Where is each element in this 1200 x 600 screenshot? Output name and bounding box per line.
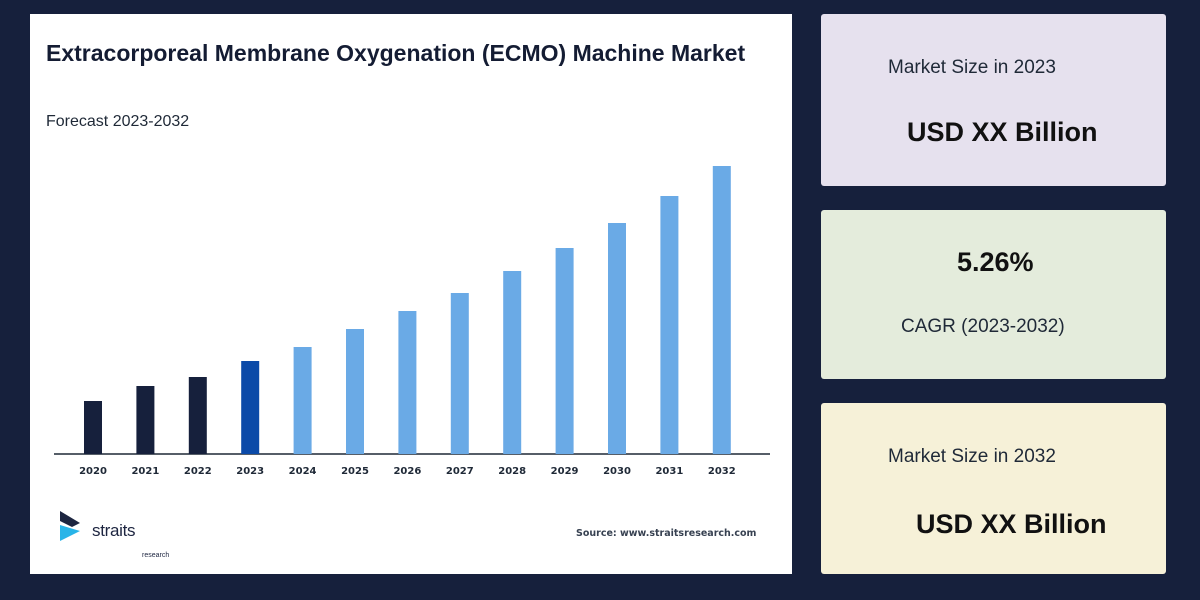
- x-tick-label-2021: 2021: [131, 466, 159, 477]
- straits-logo-icon: [60, 511, 80, 541]
- market-size-2023-card: Market Size in 2023 USD XX Billion: [821, 14, 1166, 186]
- bar-2025: [346, 329, 364, 454]
- x-tick-label-2020: 2020: [79, 466, 107, 477]
- x-tick-label-2028: 2028: [498, 466, 526, 477]
- cagr-value: 5.26%: [957, 247, 1034, 277]
- chart-title: Extracorporeal Membrane Oxygenation (ECM…: [46, 40, 746, 66]
- bar-2021: [136, 386, 155, 454]
- bar-2026: [398, 311, 417, 454]
- market-size-2023-value: USD XX Billion: [907, 117, 1098, 147]
- bar-2024: [293, 347, 312, 454]
- bar-2023: [241, 361, 260, 454]
- source-text: Source: www.straitsresearch.com: [576, 528, 757, 539]
- bar-2029: [555, 248, 574, 454]
- bar-2027: [450, 293, 469, 454]
- market-size-2032-label: Market Size in 2032: [888, 446, 1056, 467]
- cagr-card: 5.26% CAGR (2023-2032): [821, 210, 1166, 379]
- bar-2028: [503, 271, 522, 454]
- x-tick-label-2026: 2026: [393, 466, 421, 477]
- bar-2031: [660, 196, 679, 454]
- x-tick-label-2032: 2032: [708, 466, 736, 477]
- cagr-label: CAGR (2023-2032): [901, 316, 1065, 337]
- x-tick-label-2031: 2031: [655, 466, 683, 477]
- bar-2032: [712, 166, 731, 454]
- x-tick-label-2022: 2022: [184, 466, 212, 477]
- market-size-2032-value: USD XX Billion: [916, 509, 1107, 539]
- chart-subtitle: Forecast 2023-2032: [46, 113, 190, 130]
- bar-2022: [188, 377, 207, 454]
- x-tick-label-2024: 2024: [289, 466, 317, 477]
- x-tick-label-2025: 2025: [341, 466, 369, 477]
- chart-panel: Extracorporeal Membrane Oxygenation (ECM…: [30, 14, 792, 574]
- bar-chart: 2020 2021 2022 2023 2024 2025 2026 2027 2028 2029…: [54, 166, 770, 477]
- bar-2030: [608, 223, 626, 454]
- market-size-2023-label: Market Size in 2023: [888, 57, 1056, 78]
- market-size-2032-card: Market Size in 2032 USD XX Billion: [821, 403, 1166, 574]
- x-tick-label-2030: 2030: [603, 466, 631, 477]
- x-tick-label-2029: 2029: [551, 466, 579, 477]
- x-tick-label-2023: 2023: [236, 466, 264, 477]
- bar-2020: [84, 401, 102, 454]
- logo-subtext: research: [142, 552, 170, 559]
- logo-name: straits: [92, 521, 136, 540]
- x-tick-label-2027: 2027: [446, 466, 474, 477]
